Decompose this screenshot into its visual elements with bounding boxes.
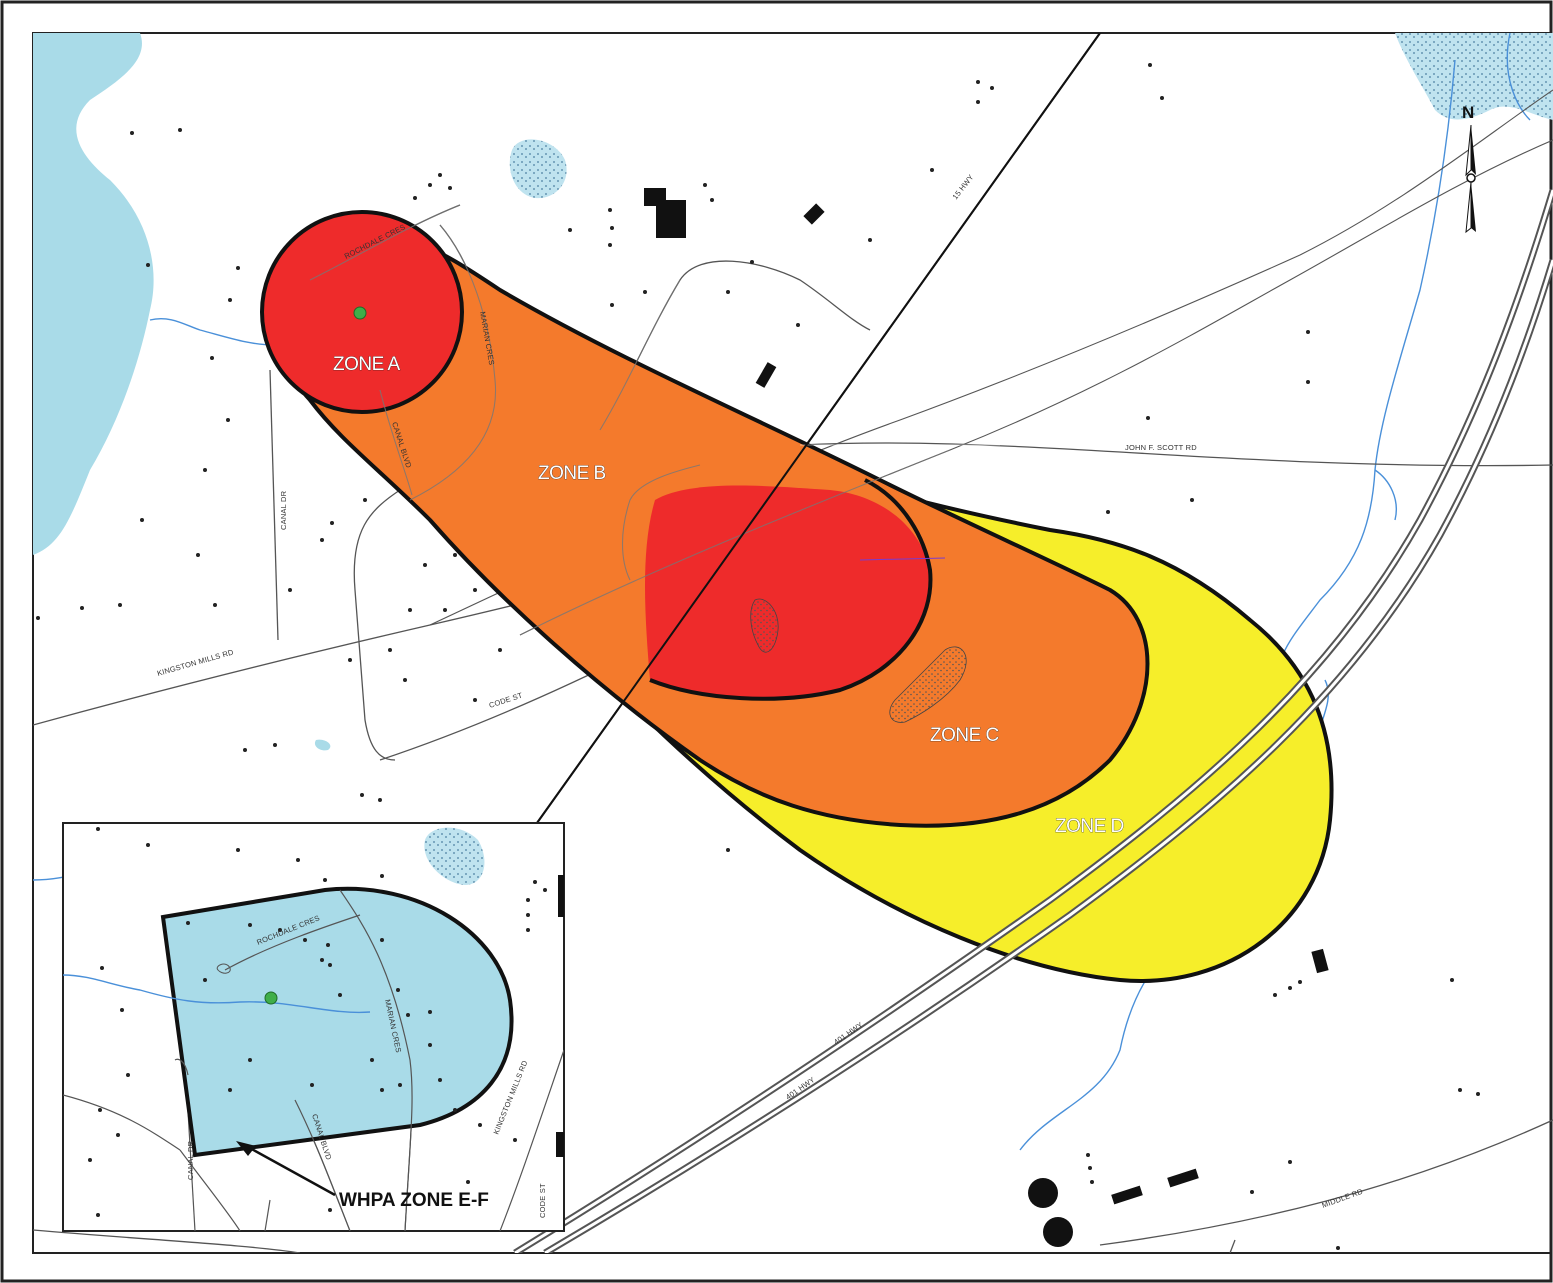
- zone-ef-label: WHPA ZONE E-F: [339, 1190, 489, 1211]
- north-arrow-icon: N: [1462, 103, 1476, 234]
- inset-road-label-code-st: CODE ST: [538, 1183, 547, 1218]
- lake: [33, 33, 154, 555]
- marsh-area: [1395, 33, 1553, 120]
- road-label-canal-dr: CANAL DR: [279, 490, 288, 530]
- wetland: [889, 646, 967, 723]
- marsh-area: [509, 139, 567, 199]
- road-label-hwy15: 15 HWY: [950, 173, 975, 201]
- highway-401: [513, 188, 1553, 1253]
- zone-d-label: ZONE D: [1055, 816, 1124, 837]
- zone-b-red-area: [645, 485, 931, 699]
- road-label-middle: MIDDLE RD: [1321, 1187, 1365, 1210]
- zone-c-label: ZONE C: [930, 725, 999, 746]
- road-middle: [1099, 1119, 1553, 1246]
- road-canal-dr: [269, 369, 279, 641]
- zone-b-red-outline: [649, 478, 933, 701]
- inset-well-marker: [264, 991, 278, 1005]
- map-border-inner: [32, 32, 1552, 1254]
- north-label: N: [1462, 103, 1474, 122]
- zone-a-label: ZONE A: [333, 354, 401, 375]
- road-john-scott: [799, 442, 1553, 467]
- inset-map: ROCHDALE CRES MARIAN CRES CANAL BLVD CAN…: [62, 822, 565, 1232]
- road-label-kingston-mills: KINGSTON MILLS RD: [156, 647, 235, 678]
- pointer-arrow-icon: [247, 1145, 336, 1197]
- road-label-john-scott: JOHN F. SCOTT RD: [1125, 443, 1197, 452]
- wetland: [750, 598, 779, 653]
- well-marker: [353, 306, 367, 320]
- zone-ef-area: [160, 886, 514, 1158]
- pond: [314, 739, 331, 751]
- zone-b-label: ZONE B: [538, 463, 606, 484]
- inset-marsh: [424, 827, 485, 885]
- inset-road-label-canal-dr: CANAL DR: [186, 1140, 195, 1180]
